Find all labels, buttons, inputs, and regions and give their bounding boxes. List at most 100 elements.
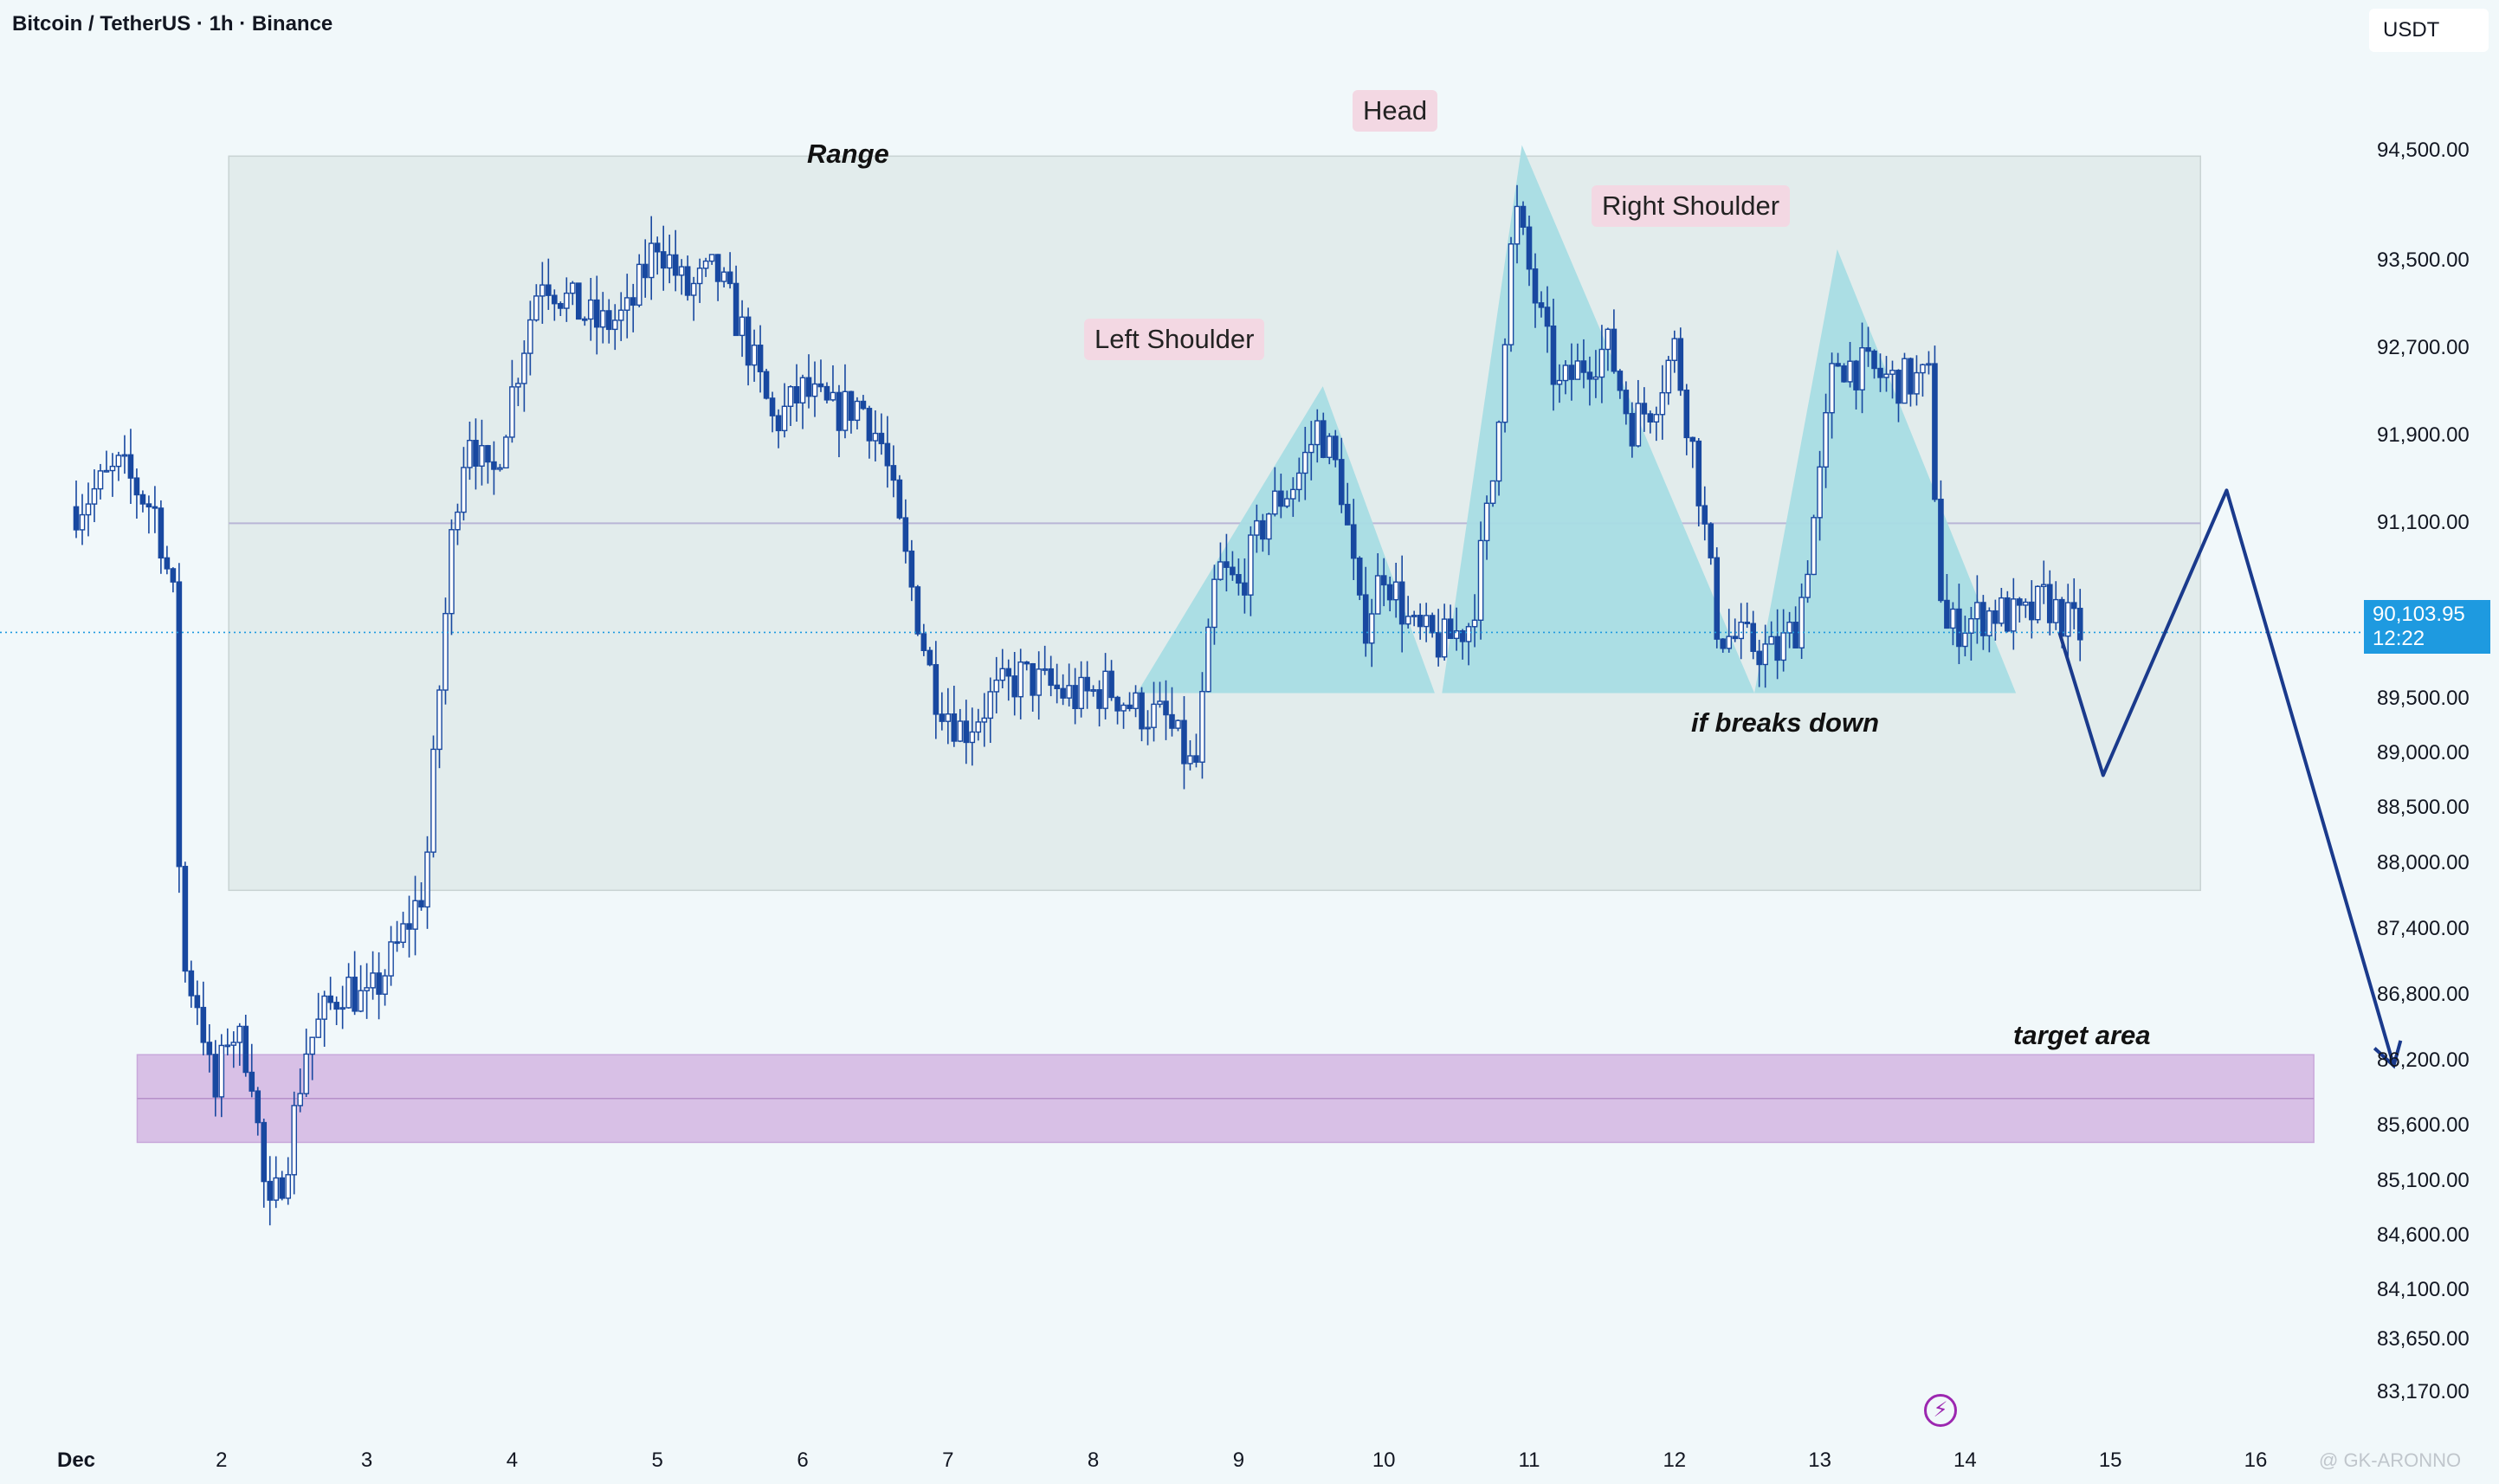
candle: [1920, 364, 1926, 397]
candle-body: [1483, 502, 1490, 542]
candle-body: [623, 297, 630, 311]
candle-body: [103, 469, 110, 473]
candle-body: [521, 352, 527, 384]
candle-body: [1495, 421, 1502, 482]
candle-body: [515, 383, 521, 388]
candle: [145, 495, 152, 534]
candle-body: [461, 467, 467, 513]
candle-body: [267, 1180, 274, 1201]
candle: [315, 992, 321, 1038]
candle: [503, 435, 509, 469]
candle: [811, 361, 818, 417]
candle: [200, 981, 207, 1055]
currency-selector[interactable]: USDT: [2369, 9, 2489, 52]
candle-body: [1617, 371, 1624, 391]
candle-body: [1048, 668, 1054, 687]
candle: [1404, 596, 1411, 629]
candle: [455, 503, 461, 545]
candle-body: [212, 1054, 219, 1098]
candle-body: [1230, 566, 1236, 576]
candle-body: [467, 439, 473, 468]
candle: [91, 469, 98, 523]
candle-body: [576, 282, 582, 320]
candle: [1290, 477, 1296, 517]
candle-body: [1792, 622, 1798, 648]
price-tick-label: 94,500.00: [2377, 139, 2470, 162]
candle: [739, 300, 746, 358]
right-shoulder-label: Right Shoulder: [1592, 185, 1791, 227]
candle: [1938, 480, 1944, 603]
candle: [854, 397, 861, 429]
candle-body: [1823, 411, 1829, 468]
candle-body: [1635, 403, 1642, 447]
candle-body: [1084, 676, 1090, 692]
candle-body: [1066, 685, 1072, 699]
candle: [708, 254, 715, 265]
candle: [1641, 387, 1648, 432]
candle-body: [1726, 636, 1733, 649]
candle: [1344, 482, 1351, 526]
candle: [1956, 584, 1962, 665]
candle-body: [593, 299, 600, 328]
candle: [1489, 480, 1496, 507]
candle: [352, 951, 358, 1016]
candle: [1139, 687, 1145, 742]
candle: [509, 359, 515, 443]
candle-body: [993, 679, 1000, 693]
left-shoulder-shape: [1136, 386, 1435, 694]
candle: [702, 257, 709, 277]
last-price-value: 90,103.95: [2373, 603, 2465, 626]
candle-body: [73, 506, 80, 531]
candle: [1120, 702, 1127, 729]
candle: [1695, 438, 1702, 526]
price-tick-label: 89,000.00: [2377, 741, 2470, 765]
candle-body: [763, 371, 770, 399]
candle: [1108, 660, 1114, 701]
candle: [1647, 410, 1654, 434]
candle: [242, 1015, 249, 1077]
candle: [1230, 551, 1236, 581]
candle-body: [194, 995, 201, 1009]
candle-body: [249, 1071, 255, 1092]
candle: [1102, 653, 1108, 719]
candle: [690, 276, 697, 321]
candle-body: [648, 242, 655, 279]
candle-body: [690, 282, 697, 296]
candle-body: [902, 517, 909, 552]
candle: [473, 418, 479, 490]
candle-body: [285, 1174, 292, 1199]
candle-body: [303, 1053, 309, 1094]
symbol-header[interactable]: Bitcoin / TetherUS · 1h · Binance: [12, 12, 333, 35]
candle-body: [842, 390, 849, 431]
candle: [769, 391, 776, 433]
candle: [963, 700, 970, 765]
candle: [206, 1023, 213, 1073]
candle-body: [1447, 618, 1454, 640]
date-tick-label: 10: [1372, 1449, 1396, 1472]
candle-body: [1920, 364, 1926, 374]
date-tick-label: 7: [942, 1449, 954, 1472]
candle: [957, 708, 964, 743]
candle: [1629, 402, 1636, 458]
lightning-icon[interactable]: ⚡: [1924, 1394, 1957, 1427]
candle-body: [1157, 700, 1163, 706]
date-tick-label: 9: [1232, 1449, 1245, 1472]
candle-body: [1986, 610, 1992, 636]
candle-body: [91, 487, 98, 505]
candle: [97, 463, 104, 500]
candle-body: [1568, 365, 1575, 380]
candle-body: [315, 1018, 321, 1038]
candle: [418, 882, 424, 911]
candle: [539, 261, 546, 324]
candle: [830, 365, 836, 402]
candle-body: [811, 383, 818, 397]
candle-body: [1968, 617, 1974, 634]
candle-body: [799, 377, 806, 404]
price-tick-label: 91,900.00: [2377, 423, 2470, 448]
candle: [1453, 607, 1460, 651]
candle-body: [1411, 615, 1417, 617]
candle: [817, 359, 824, 392]
candle-body: [509, 386, 515, 438]
candle-body: [479, 445, 485, 468]
